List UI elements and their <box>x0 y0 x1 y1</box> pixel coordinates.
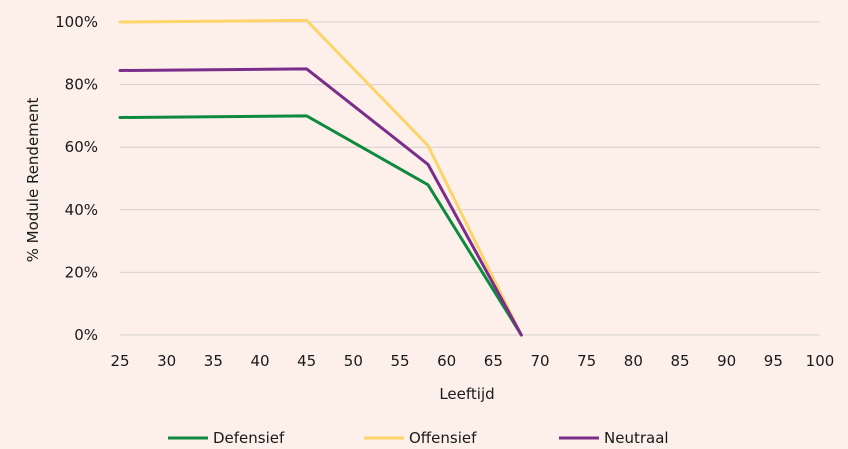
y-tick-label: 60% <box>65 138 98 156</box>
legend-label: Neutraal <box>604 429 669 447</box>
legend-item-defensief: Defensief <box>168 429 285 447</box>
x-tick-label: 75 <box>577 352 596 370</box>
x-tick-label: 90 <box>717 352 736 370</box>
y-tick-label: 20% <box>65 263 98 281</box>
series-line-neutraal <box>118 67 523 337</box>
x-tick-label: 65 <box>484 352 503 370</box>
x-tick-label: 95 <box>764 352 783 370</box>
x-tick-label: 60 <box>437 352 456 370</box>
series-line-defensief <box>118 114 523 337</box>
legend: Defensief Offensief Neutraal <box>168 429 669 447</box>
y-tick-label: 80% <box>65 76 98 94</box>
x-axis-tick-labels: 25 30 35 40 45 50 55 60 65 70 75 80 85 90 95 100 <box>110 352 834 370</box>
y-tick-label: 100% <box>55 13 98 31</box>
y-axis-tick-labels: 0% 20% 40% 60% 80% 100% <box>55 13 98 344</box>
x-tick-label: 30 <box>157 352 176 370</box>
x-tick-label: 50 <box>344 352 363 370</box>
y-tick-label: 40% <box>65 201 98 219</box>
x-tick-label: 40 <box>250 352 269 370</box>
legend-item-neutraal: Neutraal <box>559 429 669 447</box>
x-tick-label: 25 <box>110 352 129 370</box>
x-axis-title: Leeftijd <box>439 385 494 403</box>
x-tick-label: 35 <box>204 352 223 370</box>
x-tick-label: 100 <box>806 352 835 370</box>
legend-label: Defensief <box>213 429 285 447</box>
x-tick-label: 80 <box>624 352 643 370</box>
y-axis-title: % Module Rendement <box>24 97 42 262</box>
x-tick-label: 45 <box>297 352 316 370</box>
series-lines <box>118 18 523 337</box>
legend-label: Offensief <box>409 429 477 447</box>
legend-item-offensief: Offensief <box>364 429 477 447</box>
x-tick-label: 70 <box>530 352 549 370</box>
x-tick-label: 55 <box>390 352 409 370</box>
series-line-offensief <box>118 18 523 337</box>
y-tick-label: 0% <box>74 326 98 344</box>
x-tick-label: 85 <box>670 352 689 370</box>
